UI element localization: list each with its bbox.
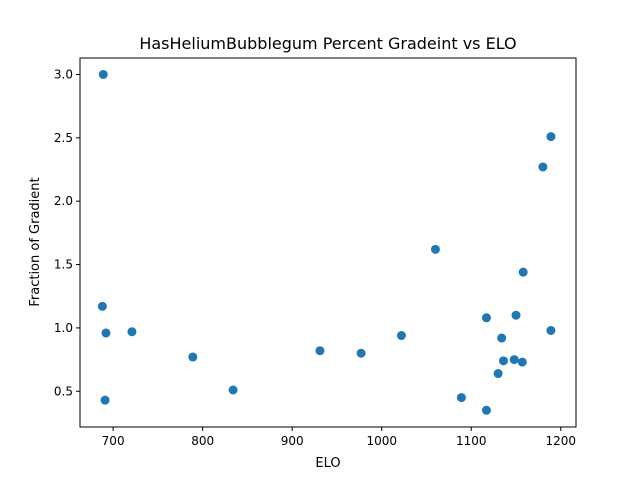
x-axis-label: ELO [315,456,340,471]
y-tick-label: 1.0 [54,321,73,335]
y-tick-label: 0.5 [54,384,73,398]
scatter-point [430,244,440,254]
scatter-point [98,69,108,79]
scatter-point [538,162,548,172]
y-tick-label: 2.5 [54,131,73,145]
scatter-point [509,355,519,365]
scatter-point [97,301,107,311]
y-tick-label: 2.0 [54,194,73,208]
y-tick-label: 1.5 [54,258,73,272]
y-tick-label: 3.0 [54,67,73,81]
x-tick-label: 800 [191,434,214,448]
scatter-point [511,310,521,320]
axes-frame [79,57,577,428]
chart-title: HasHeliumBubblegum Percent Gradeint vs E… [139,34,516,53]
x-tick-label: 700 [102,434,125,448]
scatter-point [518,267,528,277]
scatter-point [315,346,325,356]
x-tick-label: 900 [281,434,304,448]
x-tick-label: 1200 [546,434,577,448]
scatter-point [228,385,238,395]
scatter-point [498,356,508,366]
x-tick-label: 1000 [366,434,397,448]
y-axis-label: Fraction of Gradient [28,177,43,306]
scatter-point [546,325,556,335]
scatter-point [497,333,507,343]
x-tick-label: 1100 [456,434,487,448]
scatter-point [493,369,503,379]
scatter-point [481,313,491,323]
scatter-point [396,331,406,341]
scatter-point [481,405,491,415]
scatter-point [546,132,556,142]
scatter-point [127,327,137,337]
scatter-point [101,328,111,338]
scatter-point [517,357,527,367]
scatter-point [100,395,110,405]
plot-area [97,69,556,415]
scatter-point [356,348,366,358]
scatter-point [456,393,466,403]
scatter-point [188,352,198,362]
